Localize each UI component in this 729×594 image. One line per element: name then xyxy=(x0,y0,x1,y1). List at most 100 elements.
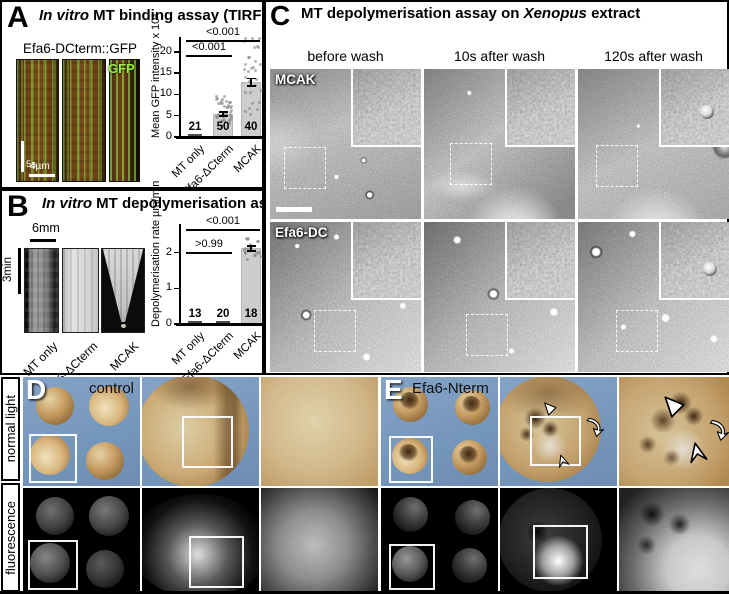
chart-scatter-dot xyxy=(244,251,248,255)
tirf-image-caption: Efa6-DCterm::GFP xyxy=(22,41,138,56)
chart-scatter-dot xyxy=(228,114,232,118)
col-header-before-wash: before wash xyxy=(307,48,384,64)
panel-d-overview-light: D control xyxy=(23,377,140,486)
inset-source-box xyxy=(616,310,658,352)
kymo-scale-3min-label-wrap: 3min xyxy=(2,245,14,293)
lengthscale-bar-4um xyxy=(29,174,55,177)
panel-b-title-italic: In vitro xyxy=(42,195,93,213)
depoly-rate-chart: 0 1 2 13 MT only 20 Efa6-ΔCterm 18 MCAK >0.99 <0.0… xyxy=(166,215,268,385)
magnified-inset xyxy=(351,69,421,147)
chart-x-axis xyxy=(176,323,268,326)
panel-a-title: In vitro MT binding assay (TIRF) xyxy=(39,7,267,24)
embryo-fluor xyxy=(30,543,71,584)
magnified-inset xyxy=(351,222,421,300)
panel-b-title: In vitro MT depolymerisation assay xyxy=(42,195,292,212)
chart-scatter-dot xyxy=(228,100,232,104)
chart-scatter-dot xyxy=(248,112,252,116)
chart-scatter-dot xyxy=(251,101,255,105)
chart-scatter-dot xyxy=(220,99,224,103)
chart-y-tick-label: 0 xyxy=(165,130,172,142)
chart-error-cap xyxy=(246,250,256,252)
chart-y-tick-label: 1 xyxy=(165,281,172,294)
micrograph-efa6-before-wash: Efa6-DC xyxy=(270,222,421,372)
chart-scatter-dot xyxy=(258,101,262,105)
inset-source-box xyxy=(450,143,492,185)
zoom-region-box xyxy=(532,525,589,580)
inset-shade xyxy=(507,222,575,298)
chart-scatter-dot xyxy=(258,63,262,67)
chart-scatter-dot xyxy=(221,124,225,128)
chart-scatter-dot xyxy=(253,68,257,72)
embryo xyxy=(392,386,428,422)
embryo xyxy=(454,390,490,426)
kymo-label-mcak: MCAK xyxy=(107,339,142,374)
embryo-fluor xyxy=(454,500,490,536)
chart-scatter-dot xyxy=(229,105,233,109)
row-label-mcak: MCAK xyxy=(275,72,316,87)
chart-scatter-dot xyxy=(226,103,230,107)
embryo xyxy=(86,442,125,481)
chart-scatter-dot xyxy=(220,118,224,122)
chart-scatter-dot xyxy=(252,66,256,70)
inset-shade xyxy=(507,69,575,145)
chart-scatter-dot xyxy=(254,59,258,63)
chart-y-axis xyxy=(179,224,181,324)
micrograph-mcak-10s xyxy=(424,69,575,219)
chart-scatter-dot xyxy=(247,70,251,74)
lengthscale-label: 4µm xyxy=(30,161,50,172)
col-header-10s: 10s after wash xyxy=(453,48,546,64)
chart-scatter-dot xyxy=(220,101,224,105)
embryo-fluor xyxy=(392,497,428,533)
chart-n-label: 50 xyxy=(216,121,230,133)
chart-n-label: 40 xyxy=(244,121,258,133)
depoly-kymograph-mt-only xyxy=(24,248,59,333)
chart-scatter-dot xyxy=(245,238,249,242)
chart-error-bar xyxy=(222,111,224,117)
inset-source-box xyxy=(596,145,638,187)
chart-scatter-dot xyxy=(257,250,261,254)
zoom-region-box xyxy=(389,435,433,484)
chart-scatter-dot xyxy=(243,76,247,80)
magnified-inset xyxy=(659,222,729,300)
curved-arrow-icon xyxy=(709,420,729,442)
inset-shade xyxy=(661,222,729,298)
chart-scatter-dot xyxy=(248,55,252,59)
kymo-scale-3min-bar xyxy=(18,248,21,294)
panel-d-zoom-light xyxy=(142,377,259,486)
embryo-fluor xyxy=(452,548,488,584)
chart-scatter-dot xyxy=(219,101,222,105)
panel-b-title-rest: MT depolymerisation assay xyxy=(92,195,293,213)
timescale-label: 5s xyxy=(26,159,37,170)
panel-c-title: MT depolymerisation assay on Xenopus ext… xyxy=(301,5,640,22)
embryo xyxy=(88,385,129,426)
panel-e-closeup-light xyxy=(619,377,729,486)
panel-c: C MT depolymerisation assay on Xenopus e… xyxy=(264,0,729,375)
panel-a-title-italic: In vitro xyxy=(39,7,90,25)
open-arrowhead-icon xyxy=(558,454,570,469)
inset-source-box xyxy=(284,147,326,189)
chart-scatter-dot xyxy=(242,67,246,71)
chart-y-tick-label: 5 xyxy=(165,108,172,121)
chart-scatter-dot xyxy=(222,105,226,109)
chart-scatter-dot xyxy=(259,89,263,93)
row-label-fluorescence: fluorescence xyxy=(1,483,20,592)
micrograph-mcak-120s xyxy=(578,69,729,219)
chart-scatter-dot xyxy=(229,110,233,114)
chart-scatter-dot xyxy=(245,257,249,261)
row-label-normal-light-text: normal light xyxy=(3,395,18,463)
chart-n-label: 18 xyxy=(244,308,258,320)
filled-arrowhead-icon xyxy=(544,402,557,416)
chart-sig-label: >0.99 xyxy=(195,238,223,250)
chart-scatter-dot xyxy=(246,56,250,60)
chart-error-cap xyxy=(246,77,256,80)
depoly-wedge xyxy=(102,249,144,323)
fluorescence-glow xyxy=(142,494,259,592)
panel-d-zoom-fluor xyxy=(142,488,259,592)
depoly-kymograph-mcak xyxy=(101,248,145,333)
inset-texture xyxy=(507,222,575,298)
chart-sig-line xyxy=(186,229,260,231)
open-arrowhead-icon xyxy=(690,442,708,464)
chart-scatter-dot xyxy=(229,116,233,120)
panel-d-caption: control xyxy=(88,380,134,397)
panel-e-overview-light: E Efa6-Nterm xyxy=(381,377,498,486)
